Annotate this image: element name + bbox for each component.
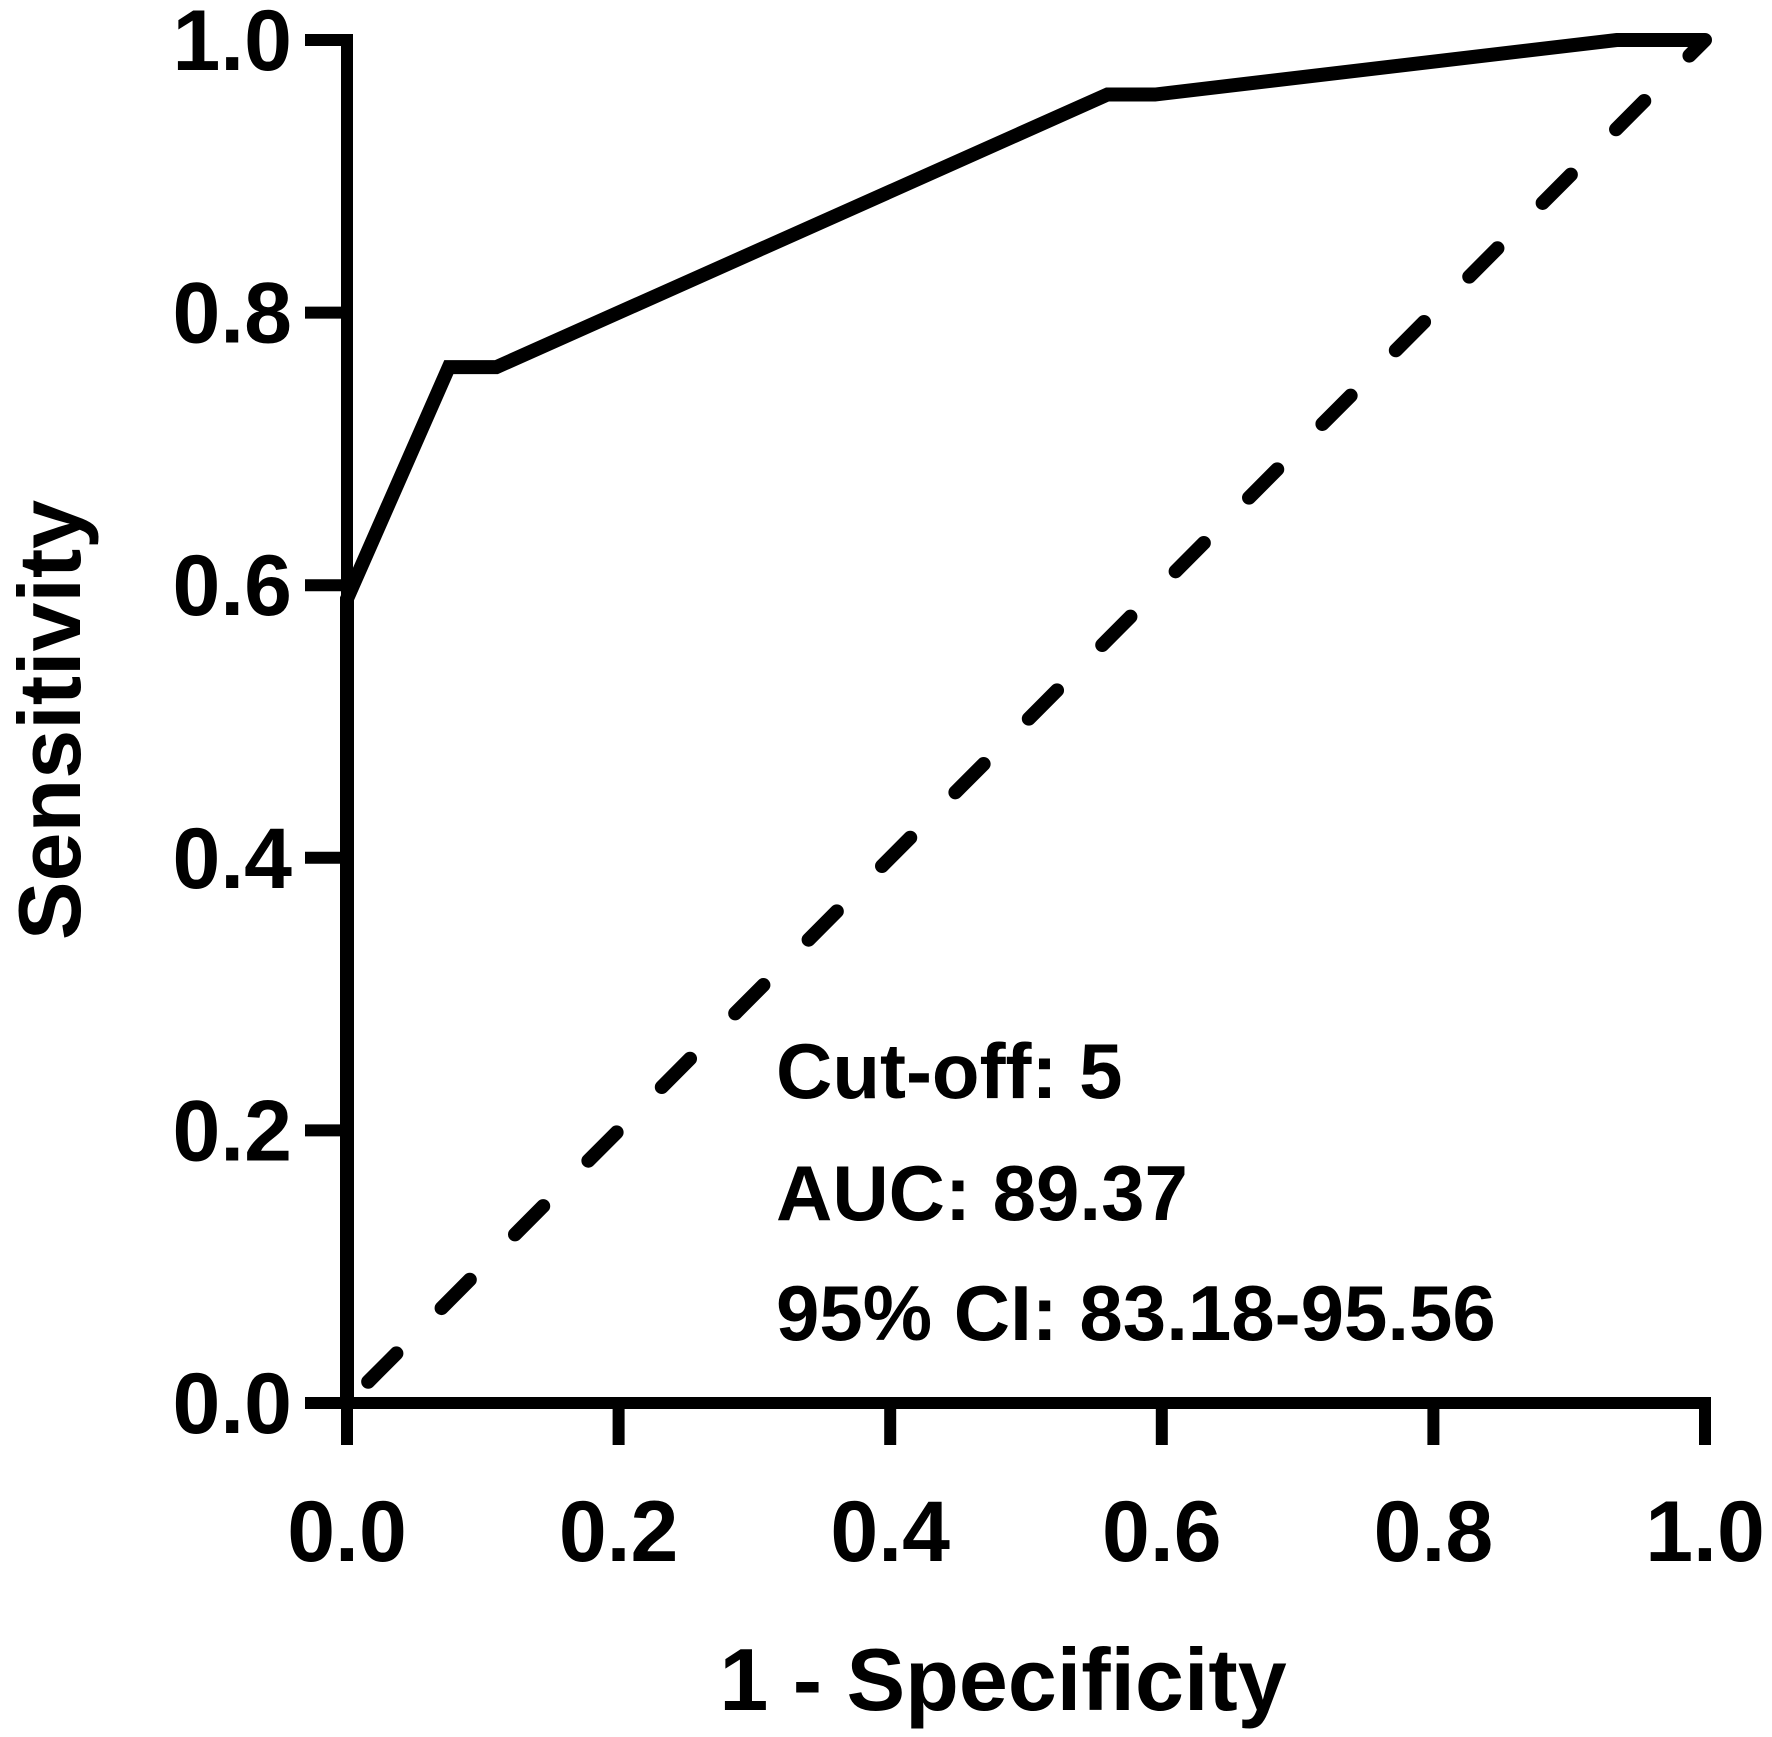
y-tick-label: 0.0 (172, 1356, 292, 1452)
roc-curve-line (340, 33, 1705, 1403)
annotation-auc: AUC: 89.37 (776, 1149, 1188, 1237)
series-layer (340, 33, 1712, 1410)
x-tick-labels: 0.0 0.2 0.4 0.6 0.8 1.0 (287, 1484, 1765, 1580)
x-tick-label: 1.0 (1645, 1484, 1765, 1580)
x-tick-label: 0.2 (559, 1484, 679, 1580)
y-tick-label: 0.8 (172, 266, 292, 362)
y-axis-title: Sensitivity (0, 500, 99, 940)
y-tick-label: 1.0 (172, 0, 292, 89)
x-tick-label: 0.8 (1374, 1484, 1494, 1580)
x-axis-title: 1 - Specificity (719, 1630, 1286, 1729)
y-tick-label: 0.2 (172, 1083, 292, 1179)
reference-diagonal-line (340, 33, 1712, 1410)
x-tick-label: 0.0 (287, 1484, 407, 1580)
x-tick-label: 0.6 (1102, 1484, 1222, 1580)
annotation-ci: 95% CI: 83.18-95.56 (776, 1269, 1496, 1357)
y-tick-label: 0.4 (172, 811, 292, 907)
x-tick-label: 0.4 (830, 1484, 950, 1580)
y-tick-labels: 0.0 0.2 0.4 0.6 0.8 1.0 (172, 0, 292, 1452)
y-tick-label: 0.6 (172, 538, 292, 634)
annotation-cutoff: Cut-off: 5 (776, 1027, 1123, 1115)
